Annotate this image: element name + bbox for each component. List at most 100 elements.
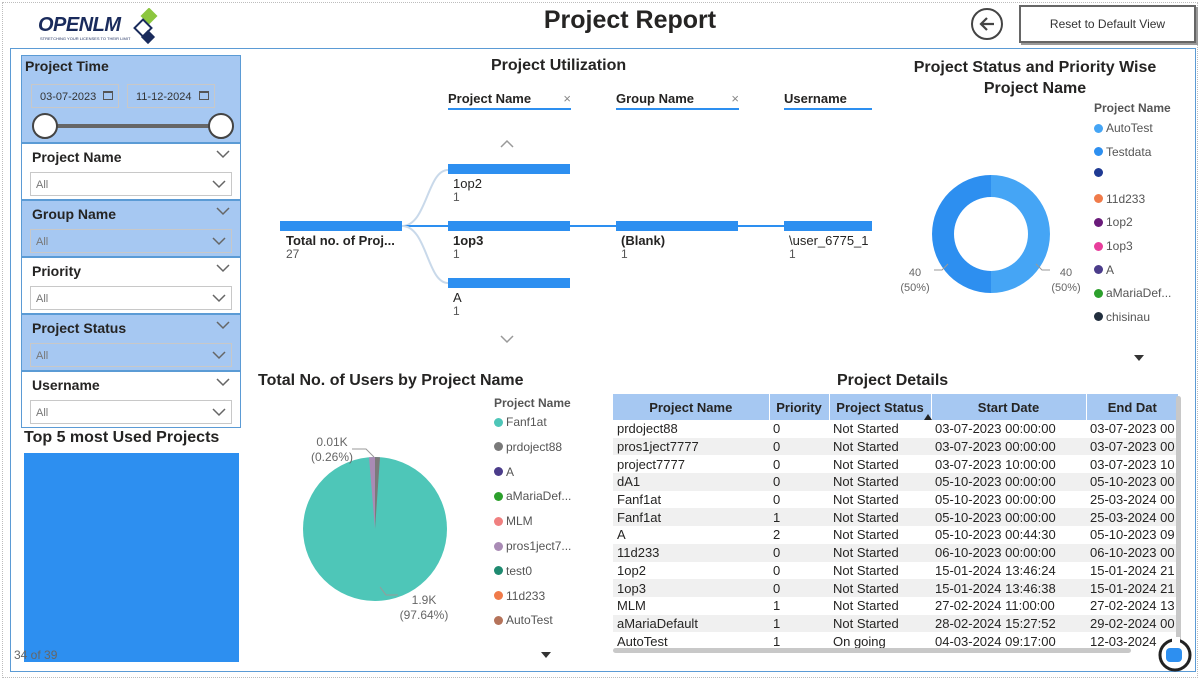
legend-item[interactable]: Testdata	[1094, 145, 1151, 159]
chevron-down-icon[interactable]	[212, 293, 226, 303]
legend-item[interactable]: chisinau	[1094, 310, 1150, 324]
close-icon[interactable]: ×	[563, 91, 571, 106]
table-cell: 12-03-2024	[1090, 633, 1157, 649]
tree-node-bar-blank[interactable]	[616, 221, 738, 231]
table-row[interactable]: A 2 Not Started 05-10-2023 00:44:30 05-10-20…	[613, 526, 1178, 544]
legend-item[interactable]: 1op2	[1094, 215, 1133, 229]
column-header-project-name[interactable]: Project Name ×	[448, 91, 571, 110]
chevron-down-icon[interactable]	[216, 320, 230, 330]
table-row[interactable]: dA1 0 Not Started 05-10-2023 00:00:00 05-10-…	[613, 473, 1178, 491]
tree-node-bar-root[interactable]	[280, 221, 402, 231]
legend-item[interactable]: aMariaDef...	[494, 489, 571, 503]
table-row[interactable]: 1op2 0 Not Started 15-01-2024 13:46:24 15-01…	[613, 562, 1178, 580]
project-status-dropdown[interactable]: All	[30, 343, 232, 367]
table-row[interactable]: Fanf1at 0 Not Started 05-10-2023 00:00:00 25…	[613, 491, 1178, 509]
priority-dropdown[interactable]: All	[30, 286, 232, 310]
legend-item[interactable]: Fanf1at	[494, 415, 547, 429]
chevron-down-icon[interactable]	[216, 263, 230, 273]
username-slicer: Username All	[21, 371, 241, 428]
legend-item[interactable]: AutoTest	[1094, 121, 1153, 135]
legend-item[interactable]: MLM	[494, 514, 533, 528]
calendar-icon[interactable]	[199, 91, 209, 100]
date-range-end-handle[interactable]	[208, 113, 234, 139]
table-row[interactable]: prdoject88 0 Not Started 03-07-2023 00:00:0…	[613, 420, 1178, 438]
table-column-header[interactable]: Priority	[769, 394, 830, 420]
horizontal-scrollbar[interactable]	[613, 648, 1131, 653]
pie-slice-small-2[interactable]	[369, 457, 375, 529]
legend-item[interactable]: aMariaDef...	[1094, 286, 1171, 300]
date-range-start-handle[interactable]	[32, 113, 58, 139]
table-body: prdoject88 0 Not Started 03-07-2023 00:00:0…	[613, 420, 1178, 650]
legend-item[interactable]: test0	[494, 564, 532, 578]
project-details-table[interactable]: Project Name Priority Project Status Start …	[613, 394, 1178, 652]
sort-ascending-icon[interactable]	[923, 414, 932, 420]
table-row[interactable]: MLM 1 Not Started 27-02-2024 11:00:00 27-02-…	[613, 597, 1178, 615]
chevron-down-icon[interactable]	[212, 236, 226, 246]
chevron-down-icon[interactable]	[212, 407, 226, 417]
calendar-icon[interactable]	[103, 91, 113, 100]
table-cell: 06-10-2023 00:00:00	[931, 543, 1086, 562]
reset-default-view-button[interactable]: Reset to Default View	[1019, 5, 1196, 43]
chevron-down-icon[interactable]	[212, 350, 226, 360]
table-row[interactable]: 1op3 0 Not Started 15-01-2024 13:46:38 15-01…	[613, 579, 1178, 597]
legend-item[interactable]: 11d233	[494, 589, 545, 603]
top5-projects-visual[interactable]	[24, 453, 239, 662]
username-dropdown-value: All	[36, 407, 49, 419]
page-indicator: 34 of 39	[14, 648, 58, 662]
table-row[interactable]: AutoTest 1 On going 04-03-2024 09:17:00 12-0…	[613, 632, 1178, 650]
legend-item[interactable]: pros1ject7...	[494, 539, 571, 553]
group-name-dropdown[interactable]: All	[30, 229, 232, 253]
table-column-header[interactable]: End Dat	[1086, 394, 1178, 420]
tree-node-bar-user[interactable]	[784, 221, 872, 231]
table-row[interactable]: pros1ject7777 0 Not Started 03-07-2023 00:0…	[613, 437, 1178, 456]
legend-scroll-down-icon[interactable]	[1134, 355, 1144, 361]
users-pie-chart[interactable]	[300, 454, 450, 604]
tree-node-bar-1op2[interactable]	[448, 164, 570, 174]
vertical-scrollbar[interactable]	[1176, 396, 1181, 646]
legend-item[interactable]: A	[1094, 263, 1114, 277]
donut-slice-testdata[interactable]	[932, 175, 991, 293]
username-slicer-title: Username	[32, 377, 100, 393]
pie-leader-lines	[352, 448, 398, 596]
legend-item[interactable]: 1op3	[1094, 239, 1133, 253]
pie-slice-small[interactable]	[375, 457, 380, 529]
table-cell: 0	[773, 456, 781, 472]
table-row[interactable]: aMariaDefault 1 Not Started 28-02-2024 15:2…	[613, 614, 1178, 633]
table-row[interactable]: 11d233 0 Not Started 06-10-2023 00:00:00 06-…	[613, 543, 1178, 562]
legend-marker-icon	[1094, 265, 1103, 275]
table-column-header[interactable]: Project Status	[829, 394, 932, 420]
donut-slice-autotest[interactable]	[991, 175, 1050, 293]
chevron-down-icon[interactable]	[212, 179, 226, 189]
status-chart-title-line2: Project Name	[983, 80, 1087, 97]
date-range-slider-track[interactable]	[44, 124, 220, 128]
chevron-down-icon[interactable]	[216, 206, 230, 216]
tree-node-bar-1op3[interactable]	[448, 221, 570, 231]
tree-node-bar-a[interactable]	[448, 278, 570, 288]
end-date-input[interactable]: 11-12-2024	[127, 84, 215, 108]
legend-scroll-down-icon[interactable]	[541, 652, 551, 658]
chevron-down-icon[interactable]	[216, 377, 230, 387]
legend-item[interactable]: A	[494, 465, 514, 479]
table-column-header[interactable]: Start Date	[923, 394, 1087, 420]
chevron-down-icon[interactable]	[216, 149, 230, 159]
table-column-header[interactable]: Project Name	[613, 394, 770, 420]
scroll-up-icon[interactable]	[500, 139, 514, 149]
scroll-down-icon[interactable]	[500, 334, 514, 344]
close-icon[interactable]: ×	[731, 91, 739, 106]
column-header-group-name[interactable]: Group Name ×	[616, 91, 739, 110]
legend-item[interactable]: prdoject88	[494, 440, 562, 454]
table-row[interactable]: project7777 0 Not Started 03-07-2023 10:00:…	[613, 455, 1178, 473]
column-header-username[interactable]: Username	[784, 91, 872, 110]
start-date-input[interactable]: 03-07-2023	[31, 84, 119, 108]
status-chart-title-line1: Project Status and Priority Wise	[913, 59, 1157, 76]
legend-item[interactable]: 11d233	[1094, 192, 1145, 206]
legend-item[interactable]	[1094, 168, 1106, 178]
project-name-dropdown[interactable]: All	[30, 172, 232, 196]
priority-slicer-title: Priority	[32, 263, 82, 279]
back-button[interactable]	[971, 8, 1003, 40]
table-row[interactable]: Fanf1at 1 Not Started 05-10-2023 00:00:00 25…	[613, 508, 1178, 527]
table-cell: 28-02-2024 15:27:52	[931, 614, 1086, 633]
legend-item[interactable]: AutoTest	[494, 613, 553, 627]
username-dropdown[interactable]: All	[30, 400, 232, 424]
status-donut-chart[interactable]	[926, 169, 1056, 299]
